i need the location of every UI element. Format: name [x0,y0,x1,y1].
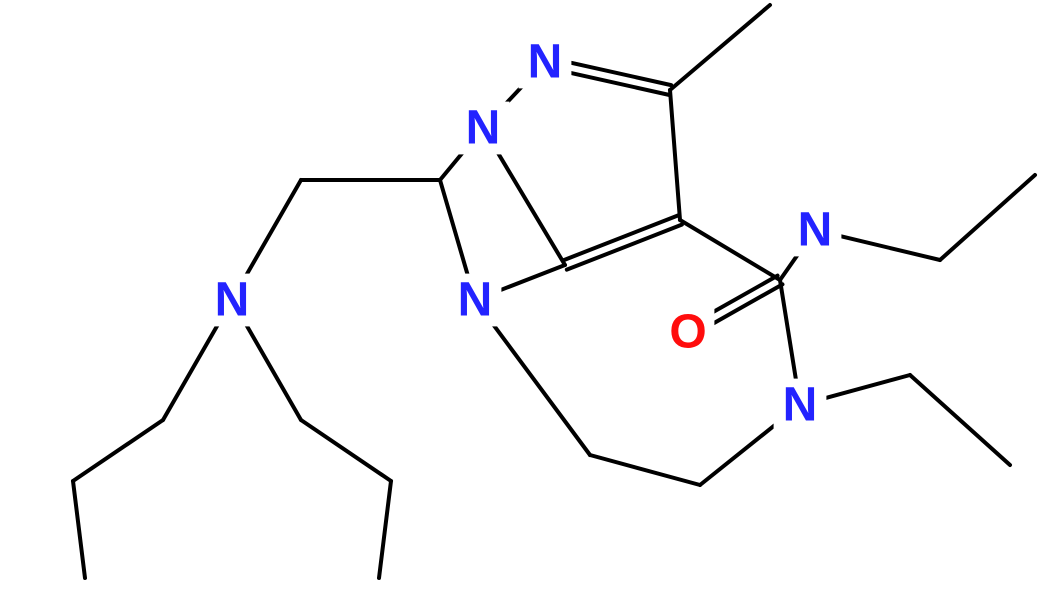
bond-line [73,481,85,578]
bond-line [940,175,1035,260]
bond-line [570,73,669,95]
bond-line [491,321,590,455]
bond-line [497,151,565,265]
n-atom-label: N [215,274,250,327]
bond-line [780,280,796,379]
bond-line [567,225,682,270]
bond-line [572,63,671,85]
n-atom-label: N [528,36,563,89]
n-atom-label: N [783,379,818,432]
bond-line [910,375,1010,465]
molecule-canvas: NNNNNNO [0,0,1043,596]
bond-line [670,90,680,220]
bond-line [590,455,700,485]
bond-line [841,236,940,260]
bond-line [563,215,678,260]
n-atom-label: N [466,102,501,155]
o-atom-label: O [669,306,706,359]
bond-line [301,420,391,481]
n-atom-label: N [458,274,493,327]
bond-line [163,323,219,420]
bond-line [825,375,910,398]
bond-line [680,220,780,280]
bond-line [700,421,779,485]
bond-line [379,481,391,578]
bond-line [73,420,163,481]
bond-line [440,180,468,275]
bond-line [245,323,301,420]
bond-line [670,5,770,90]
n-atom-label: N [798,204,833,257]
bond-line [500,265,565,290]
bond-line [245,180,301,277]
